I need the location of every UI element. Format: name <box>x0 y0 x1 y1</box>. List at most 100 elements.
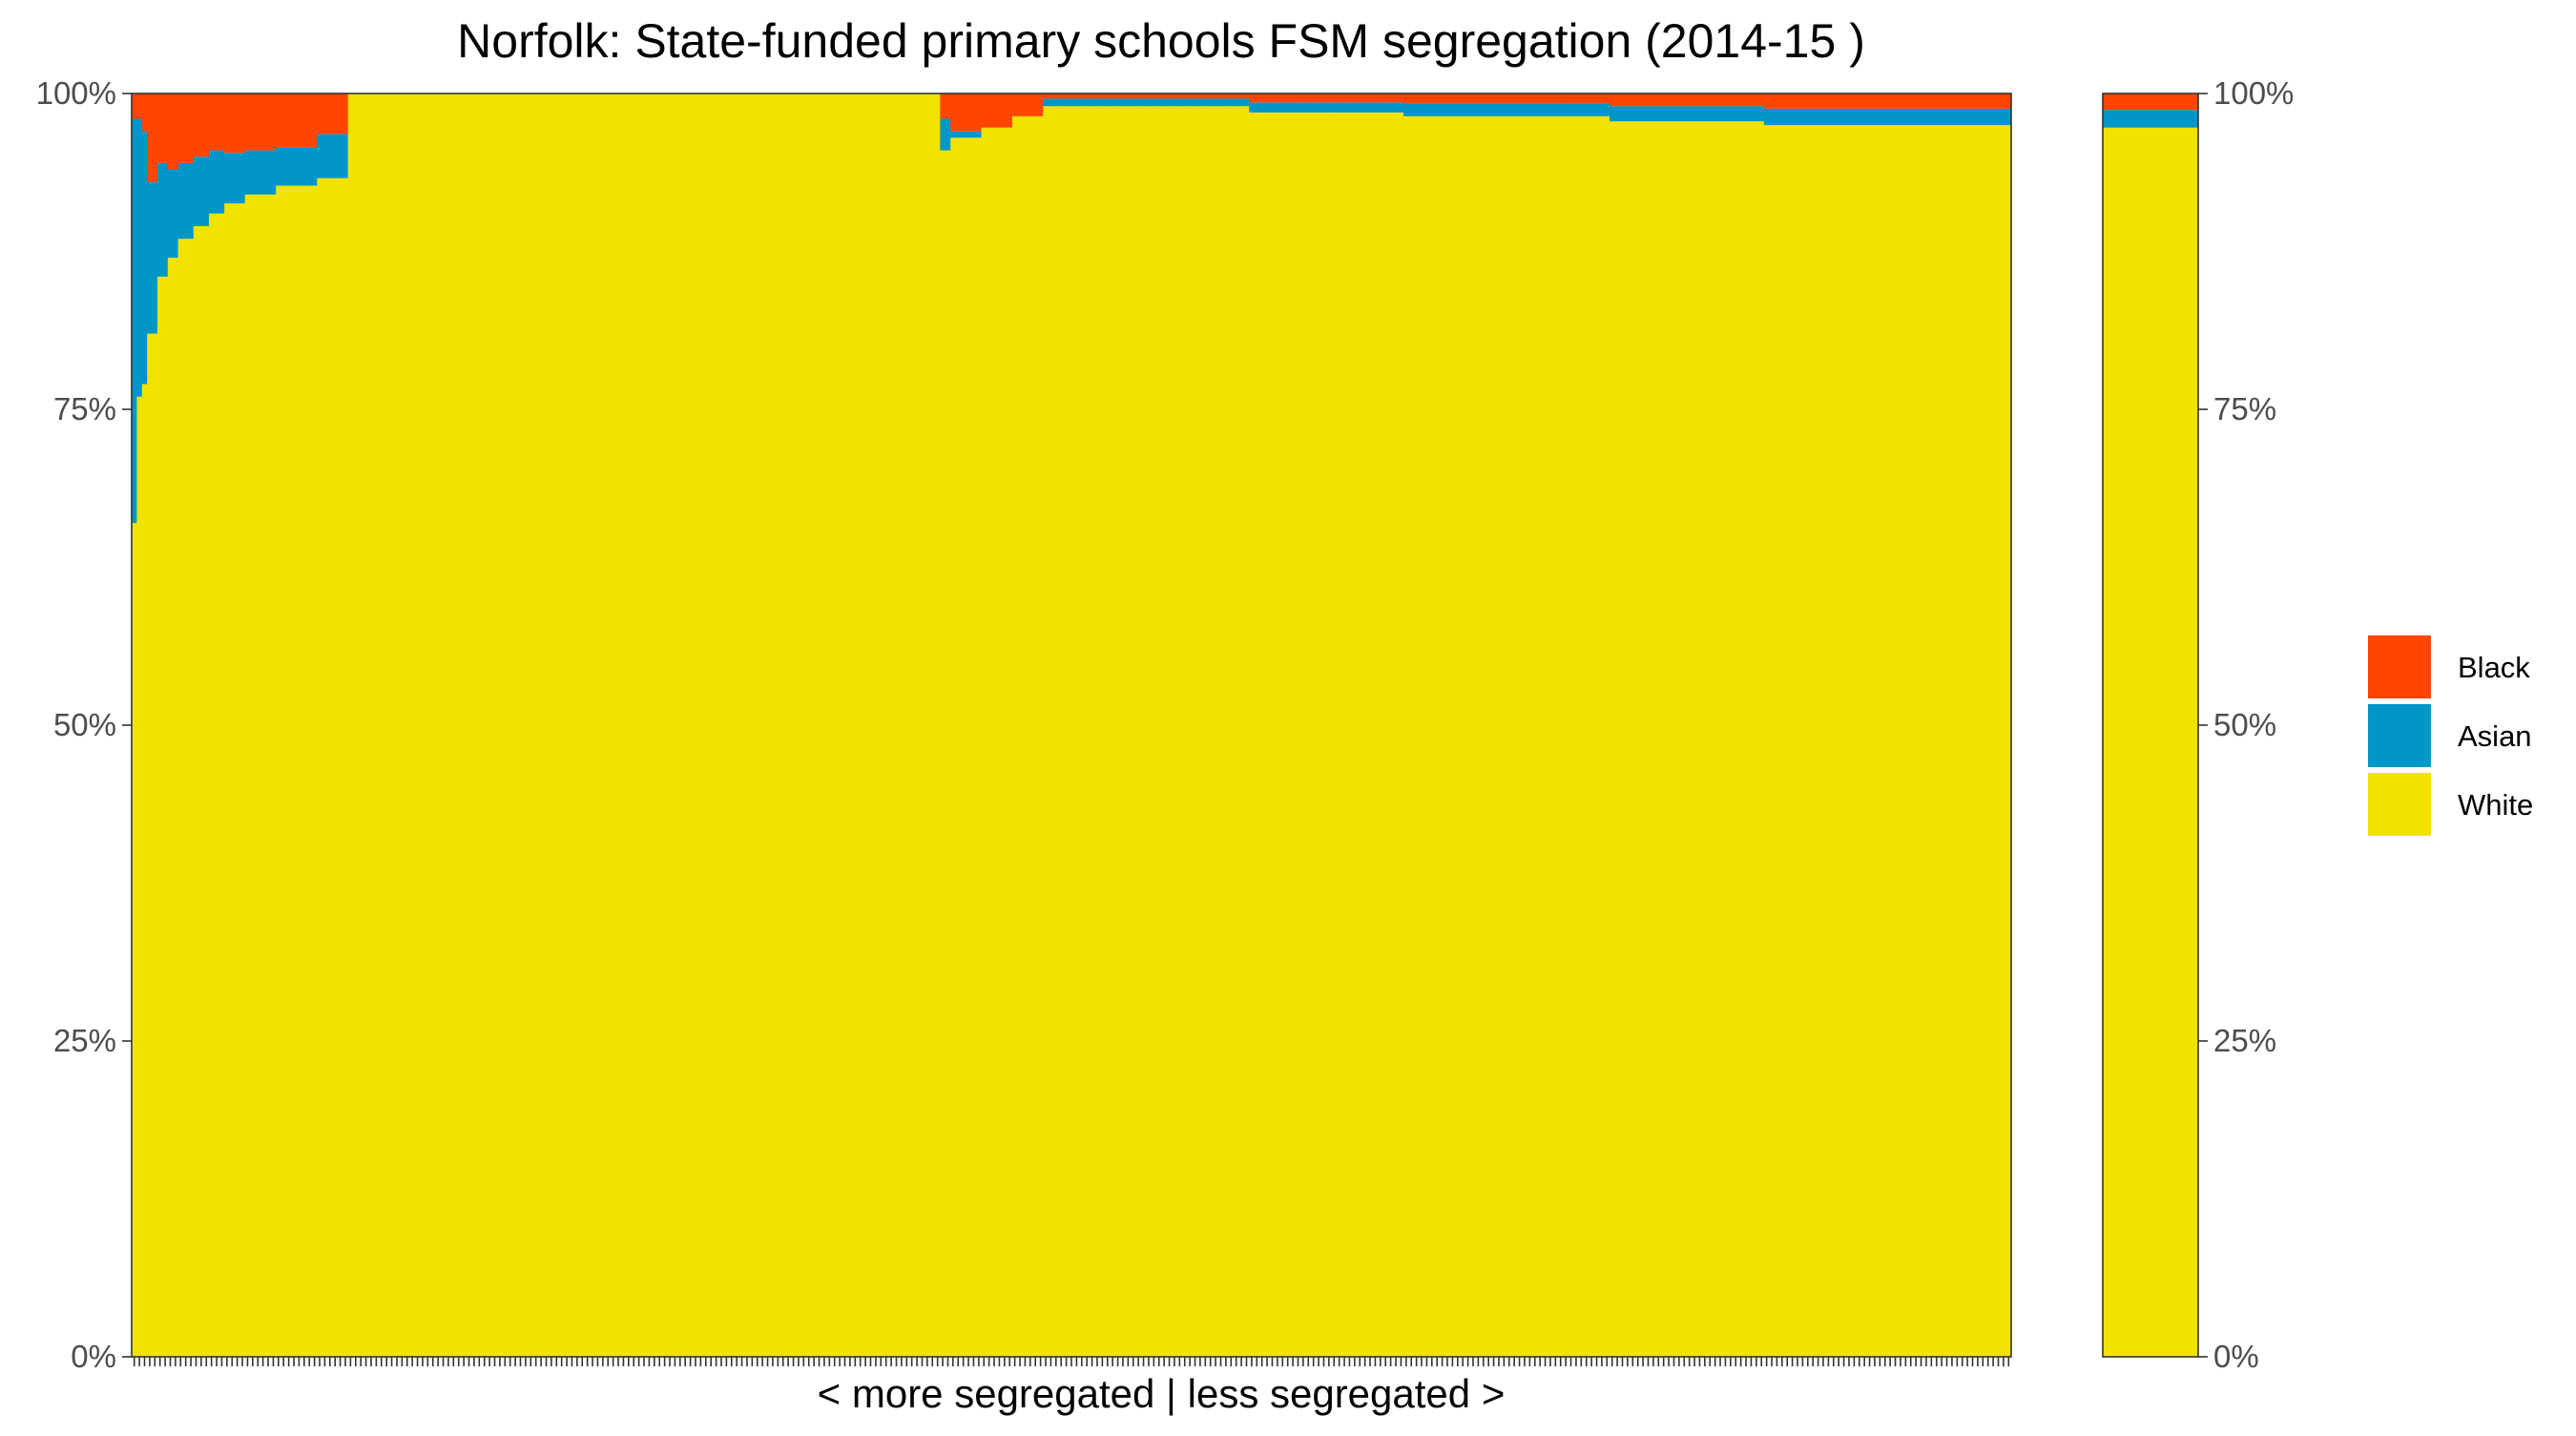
bar-segment-asian <box>1840 108 1847 126</box>
bar-segment-white <box>1105 106 1111 1358</box>
school-bar <box>1455 94 1461 1366</box>
bar-segment-asian <box>1887 108 1894 126</box>
school-bar <box>373 94 380 1366</box>
bar-segment-white <box>1542 115 1548 1357</box>
bar-segment-asian <box>1614 106 1621 122</box>
bar-segment-white <box>1589 115 1595 1357</box>
bar-segment-white <box>1990 125 1997 1358</box>
bar-segment-black <box>1393 94 1400 103</box>
bar-segment-asian <box>280 147 287 186</box>
bar-segment-black <box>1284 94 1291 103</box>
bar-segment-asian <box>1275 102 1280 113</box>
bar-segment-white <box>893 94 900 1357</box>
bar-segment-white <box>1527 115 1533 1357</box>
school-bar <box>1413 94 1420 1366</box>
bar-segment-asian <box>1892 108 1899 126</box>
bar-segment-black <box>1836 94 1842 109</box>
school-bar <box>1969 94 1976 1366</box>
bar-segment-asian <box>1799 108 1806 126</box>
bar-segment-white <box>1532 115 1538 1357</box>
school-bar <box>1651 94 1656 1366</box>
bar-segment-black <box>1923 94 1930 109</box>
school-bar <box>1197 94 1204 1366</box>
bar-segment-white <box>1702 121 1708 1357</box>
bar-segment-black <box>250 94 256 151</box>
bar-segment-asian <box>1146 98 1153 107</box>
bar-segment-white <box>1470 115 1477 1357</box>
bar-segment-asian <box>193 156 199 227</box>
school-bar <box>1105 94 1111 1366</box>
bar-segment-white <box>260 194 266 1357</box>
bar-segment-asian <box>1882 108 1888 126</box>
bar-segment-black <box>1048 94 1054 99</box>
bar-segment-asian <box>1156 98 1162 107</box>
bar-segment-white <box>1815 125 1821 1358</box>
bar-segment-white <box>1465 115 1471 1357</box>
bar-segment-black <box>1619 94 1626 107</box>
bar-segment-white <box>208 213 215 1357</box>
bar-segment-white <box>945 150 951 1358</box>
bar-segment-black <box>1651 94 1656 107</box>
bar-segment-black <box>1681 94 1688 107</box>
school-bar <box>2005 94 2012 1366</box>
bar-segment-black <box>327 94 333 135</box>
bar-segment-white <box>832 94 838 1357</box>
school-bar <box>1254 94 1260 1366</box>
bar-segment-asian <box>203 156 210 227</box>
school-bar <box>919 94 925 1366</box>
bar-segment-asian <box>1408 103 1415 116</box>
school-bar <box>734 94 740 1366</box>
school-bar <box>816 94 822 1366</box>
bar-segment-asian <box>276 147 281 186</box>
school-bar <box>661 94 668 1366</box>
bar-segment-black <box>1089 94 1095 99</box>
school-bar <box>1527 94 1533 1366</box>
bar-segment-black <box>1593 94 1600 104</box>
bar-segment-asian <box>317 134 323 178</box>
bar-segment-white <box>1578 115 1585 1357</box>
school-bar <box>1799 94 1806 1366</box>
school-bar <box>224 94 230 1366</box>
bar-segment-white <box>435 94 442 1357</box>
bar-segment-white <box>1346 112 1353 1358</box>
school-bar <box>672 94 678 1366</box>
bar-segment-black <box>1032 94 1039 116</box>
bar-segment-black <box>1269 94 1276 103</box>
bar-segment-asian <box>1758 106 1765 122</box>
bar-segment-asian <box>1877 108 1883 126</box>
bar-segment-black <box>1548 94 1554 104</box>
bar-segment-black <box>291 94 298 148</box>
bar-segment-white <box>1908 125 1914 1358</box>
school-bar <box>405 94 410 1366</box>
bar-segment-black <box>193 94 199 157</box>
bar-segment-white <box>1537 115 1544 1357</box>
bar-segment-white <box>821 94 828 1357</box>
bar-segment-white <box>1846 125 1853 1358</box>
bar-segment-asian <box>1413 103 1420 116</box>
school-bar <box>1172 94 1178 1366</box>
bar-segment-white <box>1403 115 1409 1357</box>
bar-segment-white <box>1939 125 1945 1358</box>
bar-segment-black <box>970 94 977 132</box>
bar-segment-black <box>1398 94 1404 103</box>
bar-segment-black <box>1686 94 1693 107</box>
bar-segment-white <box>1651 121 1656 1357</box>
school-bar <box>311 94 318 1366</box>
bar-segment-black <box>1604 94 1610 104</box>
bar-segment-white <box>420 94 426 1357</box>
bar-segment-asian <box>1197 98 1204 107</box>
school-bar <box>1058 94 1065 1366</box>
bar-segment-asian <box>1264 102 1271 113</box>
bar-segment-white <box>1357 112 1363 1358</box>
bar-segment-black <box>1449 94 1456 104</box>
school-bar <box>1960 94 1965 1366</box>
school-bar <box>1408 94 1415 1366</box>
bar-segment-white <box>1423 115 1430 1357</box>
bar-segment-black <box>1022 94 1028 116</box>
bar-segment-black <box>1028 94 1033 116</box>
bar-segment-black <box>1511 94 1518 104</box>
bar-segment-black <box>1213 94 1219 99</box>
bar-segment-asian <box>255 150 261 195</box>
school-bar <box>1805 94 1811 1366</box>
bar-segment-black <box>1789 94 1796 109</box>
